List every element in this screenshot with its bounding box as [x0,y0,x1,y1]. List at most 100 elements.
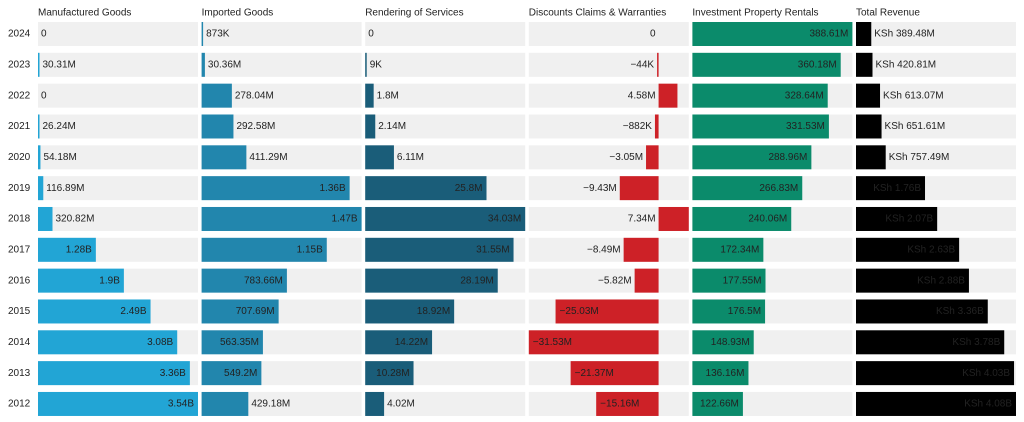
row-background [365,83,526,108]
bar [692,330,754,355]
value-label: 26.24M [43,121,76,132]
bar [856,330,1005,355]
column-title: Rendering of Services [365,8,463,19]
value-label: 707.69M [236,306,275,317]
value-label: 292.58M [236,121,275,132]
bar [692,361,749,386]
bar [856,391,1016,416]
bar [654,114,659,139]
value-label: KSh 3.36B [936,306,984,317]
year-label: 2021 [8,121,31,132]
bar [38,114,40,139]
value-label: 328.64M [785,90,824,101]
value-label: KSh 2.88B [917,275,965,286]
row-background [528,114,689,139]
bar [38,391,198,416]
bar [201,83,232,108]
value-label: 2.14M [378,121,406,132]
value-label: 148.93M [711,337,750,348]
bar [201,391,249,416]
value-label: 1.9B [99,275,120,286]
value-label: 31.55M [476,244,509,255]
row-background [38,176,198,201]
value-label: 2.49B [120,306,146,317]
value-label: 1.47B [331,214,357,225]
value-label: 54.18M [43,152,76,163]
bar [623,237,659,262]
bar [201,330,263,355]
bar [365,114,376,139]
year-label: 2023 [8,59,31,70]
bar [692,145,812,170]
value-label: 9K [370,59,383,70]
bar [365,268,498,293]
bar [201,145,247,170]
row-background [856,114,1016,139]
value-label: KSh 389.48M [874,29,935,40]
year-label: 2019 [8,183,31,194]
bar [201,268,287,293]
value-label: KSh 2.63B [907,244,955,255]
value-label: 360.18M [798,59,837,70]
value-label: 172.34M [720,244,759,255]
bar [38,145,41,170]
value-label: 4.58M [628,90,656,101]
year-label: 2013 [8,368,31,379]
row-background [856,52,1016,77]
value-label: 266.83M [759,183,798,194]
value-label: 563.35M [220,337,259,348]
row-background [365,391,526,416]
row-background [201,22,362,46]
bar [856,206,938,231]
value-label: 411.29M [249,152,287,163]
value-label: 0 [368,29,374,40]
value-label: 3.54B [168,399,194,410]
year-label: 2014 [8,337,31,348]
value-label: 30.36M [208,59,241,70]
value-label: 288.96M [768,152,807,163]
bar [38,299,151,324]
bar [856,268,969,293]
value-label: 0 [41,90,47,101]
bar [619,176,659,201]
bar [365,299,455,324]
value-label: 1.36B [319,183,345,194]
value-label: −9.43M [583,183,617,194]
bar [570,361,659,386]
value-label: 116.89M [46,183,84,194]
bar [38,176,44,201]
bar [634,268,659,293]
bar [692,22,853,46]
year-label: 2012 [8,399,31,410]
year-label: 2018 [8,214,31,225]
row-background [528,52,689,77]
bar [38,52,40,77]
value-label: 18.92M [417,306,450,317]
value-label: KSh 613.07M [883,90,944,101]
value-label: 6.11M [397,152,424,163]
value-label: 0 [650,29,656,40]
row-background [365,114,526,139]
bar [692,206,792,231]
bar [856,114,882,139]
bar [365,391,385,416]
value-label: −31.53M [533,337,572,348]
value-label: 7.34M [628,214,656,225]
bar [692,391,743,416]
bar [201,22,204,46]
bar [201,52,205,77]
row-background [856,22,1016,46]
value-label: 429.18M [251,399,290,410]
row-background [365,22,526,46]
row-background [365,52,526,77]
value-label: 4.02M [387,399,415,410]
value-label: −5.82M [598,275,632,286]
year-label: 2016 [8,275,31,286]
value-label: 177.55M [723,275,762,286]
row-background [528,22,689,46]
row-background [528,145,689,170]
value-label: 10.28M [376,368,409,379]
value-label: 873K [206,29,230,40]
row-background [201,52,362,77]
